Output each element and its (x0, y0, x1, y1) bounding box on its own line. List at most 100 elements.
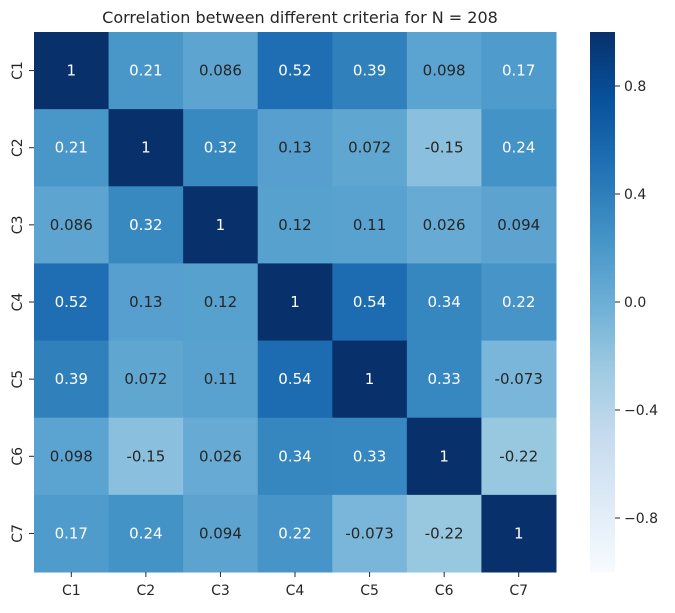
heatmap-cell (406, 340, 482, 419)
cell-value-label: 0.11 (204, 370, 237, 388)
heatmap-cell (481, 186, 557, 264)
heatmap-cell (108, 263, 184, 342)
heatmap-cell (332, 340, 408, 419)
x-tick-label: C5 (360, 583, 379, 599)
y-axis-ticks: C1 C2 C3 C4 C5 C6 C7 (10, 61, 34, 543)
x-tick-label: C4 (286, 583, 305, 599)
y-tick-label: C1 (10, 61, 26, 80)
x-tick-label: C3 (211, 583, 230, 599)
y-tick-label: C5 (10, 370, 26, 389)
cell-value-label: 1 (216, 216, 226, 234)
colorbar-tick-label: 0.4 (624, 187, 646, 203)
cell-value-label: 0.39 (353, 62, 386, 80)
colorbar-gradient (590, 32, 615, 572)
colorbar-tick-label: 0.0 (624, 295, 646, 311)
heatmap-cell (257, 417, 333, 496)
heatmap-cell (34, 186, 110, 264)
cell-value-label: 0.34 (278, 447, 311, 465)
heatmap-cell (183, 340, 259, 419)
y-tick-label: C6 (10, 447, 26, 466)
heatmap-cell (108, 186, 184, 264)
heatmap-cell (108, 494, 184, 573)
cell-value-label: -0.22 (499, 447, 538, 465)
cell-value-label: -0.073 (345, 524, 393, 542)
chart-title: Correlation between different criteria f… (102, 8, 498, 27)
cell-value-label: 0.52 (278, 62, 311, 80)
heatmap-cell (183, 494, 259, 573)
x-tick-label: C1 (62, 583, 81, 599)
cell-value-label: 0.026 (423, 216, 466, 234)
cell-value-label: 0.52 (55, 293, 88, 311)
cell-value-label: 0.24 (129, 524, 162, 542)
colorbar-tick-label: −0.4 (624, 403, 658, 419)
heatmap-cell (332, 109, 408, 187)
cell-value-label: 0.098 (423, 62, 466, 80)
cell-value-label: 0.13 (129, 293, 162, 311)
cell-value-label: 0.086 (50, 216, 93, 234)
heatmap-cell (406, 109, 482, 187)
colorbar-tick-label: 0.8 (624, 79, 646, 95)
heatmap-cell (481, 32, 557, 110)
heatmap-cell (481, 263, 557, 342)
heatmap-cell (257, 494, 333, 573)
cell-value-label: 0.026 (199, 447, 242, 465)
heatmap-cell (34, 340, 110, 419)
colorbar-tick-label: −0.8 (624, 511, 658, 527)
cell-value-label: 0.17 (55, 524, 88, 542)
cell-value-label: 0.13 (278, 139, 311, 157)
cell-value-label: 0.12 (278, 216, 311, 234)
heatmap-cell (34, 109, 110, 187)
x-tick-label: C2 (137, 583, 156, 599)
cell-value-label: 1 (67, 62, 77, 80)
heatmap-cell (108, 340, 184, 419)
y-tick-label: C3 (10, 216, 26, 235)
colorbar: 0.8 0.4 0.0 −0.4 −0.8 (590, 32, 658, 572)
cell-value-label: -0.073 (495, 370, 543, 388)
cell-value-label: 0.39 (55, 370, 88, 388)
heatmap-cell (332, 417, 408, 496)
heatmap-cell (332, 263, 408, 342)
heatmap-cell (481, 340, 557, 419)
y-tick-label: C2 (10, 138, 26, 157)
cell-value-label: 0.33 (427, 370, 460, 388)
heatmap-cell (257, 340, 333, 419)
x-tick-label: C7 (509, 583, 528, 599)
heatmap-cell (108, 32, 184, 110)
cell-value-label: 1 (141, 139, 151, 157)
heatmap-cell (406, 32, 482, 110)
cell-value-label: 1 (439, 447, 449, 465)
heatmap-cell (481, 417, 557, 496)
heatmap-cell (183, 186, 259, 264)
cell-value-label: 0.22 (502, 293, 535, 311)
heatmap-cell (108, 109, 184, 187)
heatmap-cell (406, 494, 482, 573)
cell-value-label: 0.094 (199, 524, 242, 542)
heatmap-cell (34, 494, 110, 573)
cell-value-label: 0.11 (353, 216, 386, 234)
cell-value-label: -0.15 (126, 447, 165, 465)
heatmap-cell (34, 32, 110, 110)
heatmap-cell (257, 32, 333, 110)
cell-value-label: 0.21 (55, 139, 88, 157)
cell-value-label: 0.22 (278, 524, 311, 542)
heatmap-cell (257, 186, 333, 264)
cell-value-label: 0.32 (204, 139, 237, 157)
cell-value-label: 0.54 (353, 293, 386, 311)
heatmap-cell (332, 186, 408, 264)
heatmap-cell (406, 417, 482, 496)
cell-value-label: 0.32 (129, 216, 162, 234)
x-tick-label: C6 (435, 583, 454, 599)
heatmap-cell (332, 494, 408, 573)
cell-value-label: 0.12 (204, 293, 237, 311)
heatmap-cell (481, 494, 557, 573)
y-tick-label: C4 (10, 293, 26, 312)
heatmap-cell (108, 417, 184, 496)
heatmap-cell (34, 417, 110, 496)
x-axis-ticks: C1 C2 C3 C4 C5 C6 C7 (62, 572, 528, 599)
heatmap-cell (257, 263, 333, 342)
heatmap-cell (406, 186, 482, 264)
cell-value-label: 1 (290, 293, 300, 311)
cell-value-label: 0.54 (278, 370, 311, 388)
heatmap-cell (183, 417, 259, 496)
cell-value-label: -0.15 (425, 139, 464, 157)
